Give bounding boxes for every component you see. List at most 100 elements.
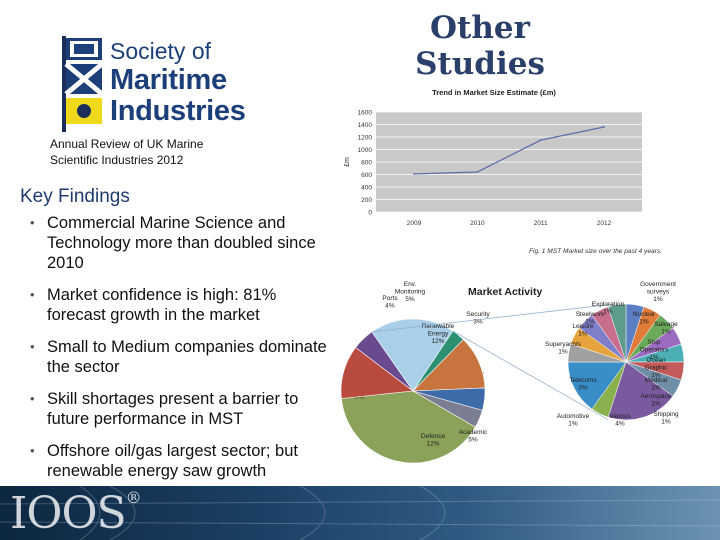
x-tick-label: 2010 <box>470 220 485 227</box>
breakout-value-label: 1% <box>585 319 595 326</box>
x-tick-label: 2011 <box>534 220 548 227</box>
findings-heading: Key Findings <box>20 186 130 207</box>
pie-label-text: Renewable <box>422 323 455 330</box>
finding-text: Market confidence is high: 81% forecast … <box>47 286 277 324</box>
connector-line <box>452 330 609 421</box>
finding-text: Skill shortages present a barrier to fut… <box>47 390 299 428</box>
pie-value-label: 4% <box>385 303 395 310</box>
breakout-value-label: 4% <box>615 421 625 428</box>
bullet-icon: • <box>30 287 35 302</box>
pie-value-label: 5% <box>468 437 478 444</box>
breakout-value-label: 1% <box>653 296 663 303</box>
breakout-label-text: Medical <box>645 377 668 384</box>
breakout-value-label: 1% <box>651 372 661 379</box>
y-tick-label: 1200 <box>358 135 373 142</box>
pie-slice <box>412 390 483 428</box>
bullet-icon: • <box>30 391 35 406</box>
series-line <box>413 126 605 175</box>
breakout-value-label: 1% <box>661 419 671 426</box>
footer-banner: IOOS® <box>0 486 720 540</box>
finding-text: Offshore oil/gas largest sector; but ren… <box>47 442 298 480</box>
breakout-label-text: Leisure <box>572 323 594 330</box>
y-tick-label: 1400 <box>358 122 373 129</box>
y-tick-label: 800 <box>361 160 372 167</box>
breakout-label-text: Telecoms <box>569 377 597 384</box>
pie-label-text: Monitoring <box>395 289 426 296</box>
smi-logo: Society of Maritime Industries <box>44 34 264 134</box>
breakout-label-text: Various <box>609 413 631 420</box>
breakout-value-label: 1% <box>649 354 659 361</box>
y-tick-label: 0 <box>368 210 372 217</box>
breakout-value-label: 1% <box>651 385 661 392</box>
breakout-value-label: 3% <box>578 385 588 392</box>
breakout-label-text: Ocean <box>646 357 666 364</box>
y-tick-label: 400 <box>361 185 372 192</box>
breakout-label-text: Nuclear <box>633 311 656 318</box>
flag-icon <box>62 36 104 132</box>
pie-value-label: 12% <box>431 338 444 345</box>
breakout-value-label: 1% <box>603 309 613 316</box>
pie-value-label: 5% <box>405 296 415 303</box>
logo-line-3: Industries <box>110 95 246 127</box>
bullet-icon: • <box>30 215 35 230</box>
finding-item: • Market confidence is high: 81% forecast… <box>20 285 330 325</box>
connector-line <box>371 303 615 333</box>
breakout-label-text: Automotive <box>557 413 590 420</box>
breakout-label-text: Shipping <box>653 411 679 418</box>
finding-item: • Offshore oil/gas largest sector; but re… <box>20 441 330 481</box>
breakout-label-text: Aerospace <box>640 393 671 400</box>
chart-caption: Fig. 1 MST Market size over the past 4 y… <box>529 248 662 255</box>
slide-title: Other Studies <box>415 10 545 82</box>
chart-title: Trend in Market Size Estimate (£m) <box>432 88 556 97</box>
finding-item: • Skill shortages present a barrier to fu… <box>20 389 330 429</box>
breakout-value-label: 1% <box>651 401 661 408</box>
pie-title: Market Activity <box>468 286 542 298</box>
y-tick-label: 1600 <box>358 110 373 117</box>
breakout-label-text: Graphic <box>645 365 669 372</box>
pie-label-text: Env. <box>404 281 417 288</box>
pie-label-text: Defence <box>421 433 446 440</box>
breakout-value-label: 1% <box>639 319 649 326</box>
pie-value-label: 3% <box>473 319 483 326</box>
y-tick-label: 600 <box>361 172 372 179</box>
pie-label-text: Ports <box>382 295 398 302</box>
pie-slice <box>341 390 476 464</box>
breakout-label-text: Operators <box>640 347 670 354</box>
finding-text: Commercial Marine Science and Technology… <box>47 214 316 272</box>
findings-list: • Commercial Marine Science and Technolog… <box>20 213 330 481</box>
breakout-label-text: Government <box>640 281 676 288</box>
data-point <box>413 172 415 175</box>
bullet-icon: • <box>30 443 35 458</box>
breakout-slice <box>567 361 627 410</box>
logo-line-1: Society of <box>110 38 211 64</box>
breakout-value-label: 1% <box>661 329 671 336</box>
breakout-value-label: 1% <box>578 331 588 338</box>
x-tick-label: 2009 <box>407 220 422 227</box>
market-activity-pie-chart: Market ActivityOil/Gas40%Defence12%Acade… <box>338 276 720 476</box>
pie-slice <box>371 318 454 392</box>
globe-icon <box>0 486 720 540</box>
breakout-label-text: Salvage <box>654 321 678 328</box>
x-tick-label: 2012 <box>597 220 612 227</box>
finding-item: • Small to Medium companies dominate the … <box>20 337 330 377</box>
breakout-value-label: 1% <box>568 421 578 428</box>
bullet-icon: • <box>30 339 35 354</box>
data-point <box>539 139 542 142</box>
breakout-label-text: Exploration <box>592 301 625 308</box>
registered-mark: ® <box>125 488 142 507</box>
